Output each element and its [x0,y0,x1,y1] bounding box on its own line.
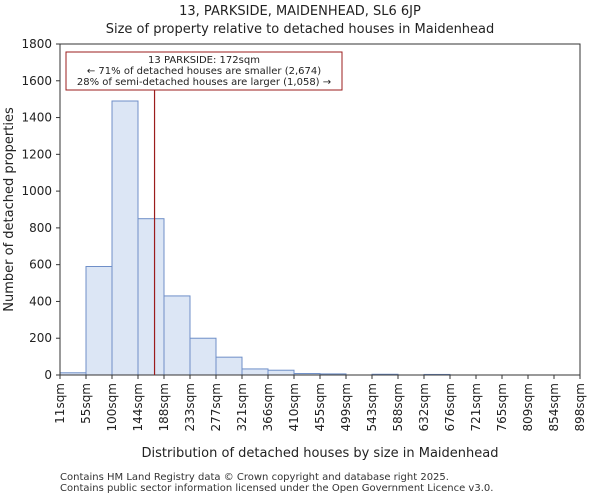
y-tick-label-0: 0 [44,368,52,382]
y-tick-label-200: 200 [29,331,52,345]
x-tick-label-366sqm: 366sqm [261,383,275,431]
bar-55sqm [85,266,113,376]
y-tick-label-1400: 1400 [21,111,52,125]
y-tick-label-800: 800 [29,221,52,235]
x-tick-label-809sqm: 809sqm [521,383,535,431]
histogram-chart: 0 200 400 600 800 1000 1200 1400 1600 1800 11sqm 55… [2,37,587,461]
x-tick-label-321sqm: 321sqm [235,383,249,431]
bar-277sqm [215,356,243,376]
x-tick-label-854sqm: 854sqm [547,383,561,431]
x-tick-label-632sqm: 632sqm [417,383,431,431]
annotation-line-1: 13 PARKSIDE: 172sqm [148,55,260,66]
x-tick-label-676sqm: 676sqm [443,383,457,431]
bar-321sqm [241,368,269,376]
y-tick-label-400: 400 [29,294,52,308]
chart-subtitle: Size of property relative to detached ho… [105,22,495,37]
bar-144sqm [137,218,165,376]
y-tick-label-1000: 1000 [21,184,52,198]
footer-line-1: Contains HM Land Registry data © Crown c… [60,472,449,483]
y-tick-label-600: 600 [29,258,52,272]
y-tick-label-1200: 1200 [21,147,52,161]
x-tick-label-188sqm: 188sqm [157,383,171,431]
chart-title: 13, PARKSIDE, MAIDENHEAD, SL6 6JP [179,4,421,19]
x-tick-label-144sqm: 144sqm [131,383,145,431]
annotation-line-2: ← 71% of detached houses are smaller (2,… [87,66,321,77]
bar-233sqm [189,337,217,376]
x-tick-label-588sqm: 588sqm [391,383,405,431]
x-tick-label-499sqm: 499sqm [339,383,353,431]
x-tick-label-11sqm: 11sqm [53,383,67,424]
x-tick-label-233sqm: 233sqm [183,383,197,431]
y-axis-label: Number of detached properties [2,107,17,312]
bar-188sqm [163,295,191,376]
bar-100sqm [111,100,139,376]
x-tick-label-543sqm: 543sqm [365,383,379,431]
x-tick-label-721sqm: 721sqm [469,383,483,431]
x-tick-label-100sqm: 100sqm [105,383,119,431]
bar-366sqm [267,369,295,376]
attribution-footer: Contains HM Land Registry data © Crown c… [60,472,493,494]
y-tick-label-1600: 1600 [21,74,52,88]
x-tick-label-410sqm: 410sqm [287,383,301,431]
x-tick-label-55sqm: 55sqm [79,383,93,424]
annotation-box [65,51,343,91]
x-tick-label-277sqm: 277sqm [209,383,223,431]
y-tick-label-1800: 1800 [21,37,52,51]
x-tick-label-765sqm: 765sqm [495,383,509,431]
x-axis-label: Distribution of detached houses by size … [142,446,499,461]
annotation-line-3: 28% of semi-detached houses are larger (… [77,77,331,88]
x-tick-label-898sqm: 898sqm [573,383,587,431]
footer-line-2: Contains public sector information licen… [60,483,494,494]
x-tick-label-455sqm: 455sqm [313,383,327,431]
